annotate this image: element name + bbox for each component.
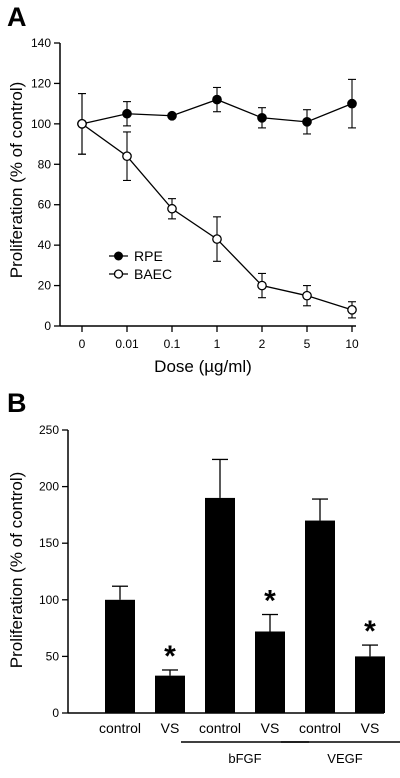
x-tick-label: 10 [345, 337, 359, 351]
y-tick-label: 0 [52, 706, 59, 720]
panel-a-x-ticks: 0 0.01 0.1 1 2 5 10 [79, 326, 359, 351]
legend-marker-rpe [114, 251, 123, 261]
category-label: VS [361, 720, 380, 736]
panel-a-line-chart: A Proliferation (% of control) Dose (µg/… [7, 2, 359, 376]
data-point-rpe [212, 94, 222, 105]
panel-b-y-ticks: 0 50 100 150 200 250 [39, 423, 68, 720]
category-label: VS [261, 720, 280, 736]
bar [205, 497, 235, 713]
category-label: VS [161, 720, 180, 736]
x-tick-label: 2 [259, 337, 266, 351]
y-tick-label: 60 [38, 198, 52, 212]
panel-b-bar-chart: B Proliferation (% of control) 0 50 100 150… [7, 388, 400, 766]
panel-b-letter: B [7, 388, 27, 418]
y-tick-label: 0 [44, 319, 51, 333]
y-tick-label: 100 [31, 117, 51, 131]
legend-marker-baec [113, 269, 124, 279]
panel-b-group-labels: bFGF VEGF [181, 741, 400, 766]
series-rpe [77, 78, 357, 155]
data-point-rpe [122, 108, 132, 119]
legend-label-rpe: RPE [134, 248, 163, 264]
group-label: VEGF [327, 751, 362, 766]
bar [105, 599, 135, 713]
legend-label-baec: BAEC [134, 266, 172, 282]
data-point-baec [302, 290, 312, 301]
significance-marker: * [264, 585, 276, 618]
y-tick-label: 80 [38, 157, 52, 171]
series-baec [77, 92, 357, 319]
data-point-rpe [347, 98, 357, 109]
y-tick-label: 200 [39, 480, 59, 494]
x-tick-label: 0.1 [164, 337, 181, 351]
data-point-baec [167, 203, 177, 214]
panel-b-y-axis-title: Proliferation (% of control) [7, 472, 26, 669]
y-tick-label: 100 [39, 593, 59, 607]
panel-a-x-axis-title: Dose (µg/ml) [154, 357, 252, 376]
bar [155, 675, 185, 713]
y-tick-label: 20 [38, 279, 52, 293]
y-tick-label: 40 [38, 238, 52, 252]
bar [305, 520, 335, 713]
category-label: control [199, 720, 241, 736]
significance-marker: * [364, 615, 376, 648]
data-point-baec [122, 151, 132, 162]
panel-a-legend: RPE BAEC [109, 248, 172, 282]
category-label: control [99, 720, 141, 736]
x-tick-label: 0 [79, 337, 86, 351]
significance-marker: * [164, 640, 176, 673]
data-point-rpe [257, 112, 267, 123]
category-label: control [299, 720, 341, 736]
panel-a-y-axis-title: Proliferation (% of control) [7, 82, 26, 279]
panel-a-series [77, 78, 357, 319]
bar [355, 656, 385, 713]
data-point-rpe [167, 110, 177, 121]
y-tick-label: 250 [39, 423, 59, 437]
y-tick-label: 120 [31, 76, 51, 90]
panel-a-y-ticks: 0 20 40 60 80 100 120 140 [31, 36, 60, 333]
y-tick-label: 150 [39, 536, 59, 550]
x-tick-label: 1 [214, 337, 221, 351]
y-tick-label: 140 [31, 36, 51, 50]
group-label: bFGF [228, 751, 261, 766]
x-tick-label: 0.01 [115, 337, 139, 351]
data-point-rpe [302, 116, 312, 127]
panel-b-category-labels: control VS control VS control VS [99, 720, 379, 736]
panel-a-letter: A [7, 2, 27, 32]
y-tick-label: 50 [46, 649, 60, 663]
x-tick-label: 5 [304, 337, 311, 351]
bar [255, 631, 285, 713]
data-point-baec [347, 304, 357, 315]
panel-b-bars: * * * [105, 458, 385, 713]
data-point-baec [212, 234, 222, 244]
data-point-baec [77, 119, 87, 129]
data-point-baec [257, 280, 267, 291]
